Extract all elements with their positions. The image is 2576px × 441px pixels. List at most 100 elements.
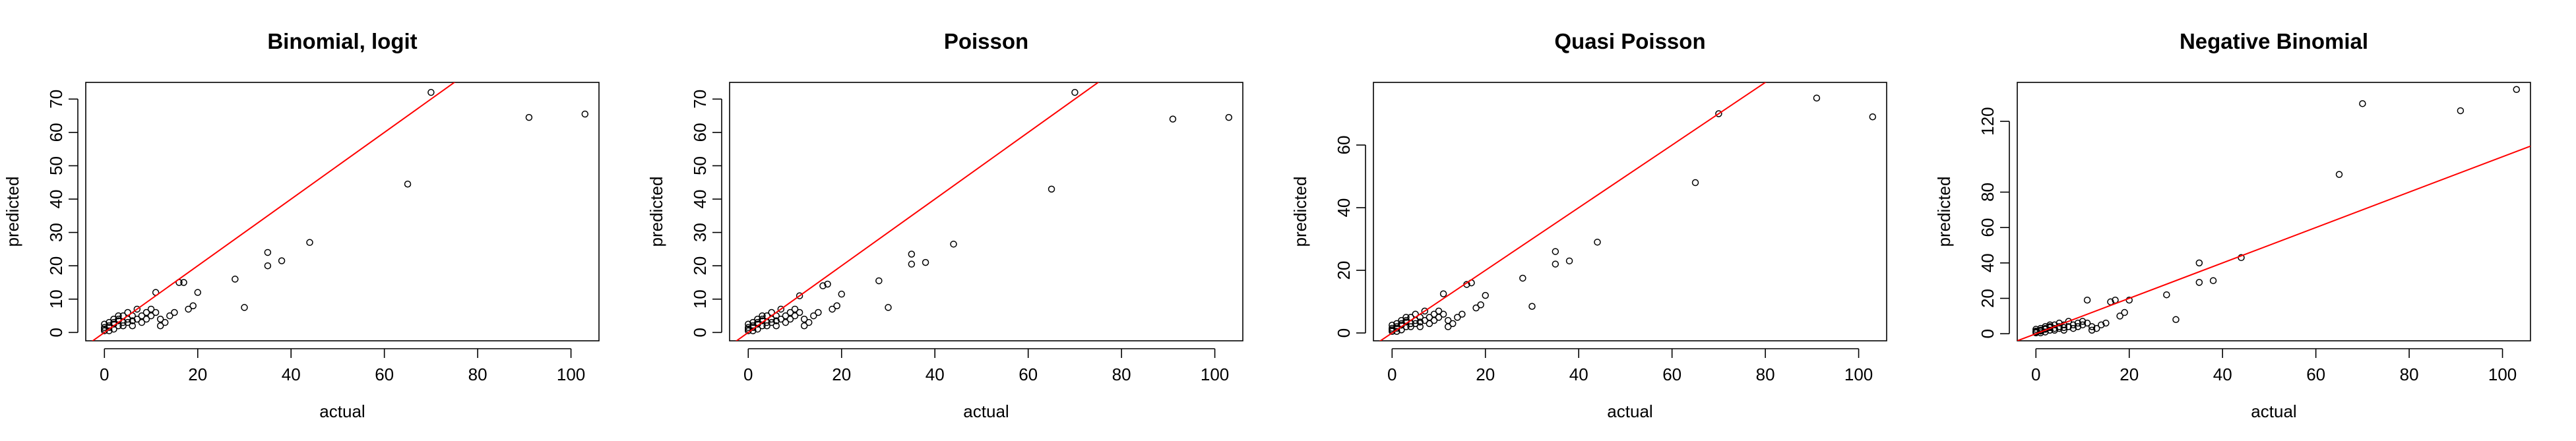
data-point (2083, 296, 2091, 304)
y-tick-label: 20 (46, 256, 66, 276)
chart-svg-poisson: Poisson 0 20 40 60 80 100 0 10 20 30 40 50 60 70 actual… (646, 29, 1243, 421)
data-point (2079, 321, 2087, 329)
plot-frame (2017, 82, 2531, 341)
data-point (129, 322, 136, 330)
data-point (800, 322, 808, 330)
y-tick-label: 10 (46, 289, 66, 309)
plot-area (735, 82, 1233, 341)
data-point (1398, 316, 1405, 324)
data-point (133, 315, 141, 323)
plot-area (91, 82, 589, 341)
data-point (1071, 88, 1079, 96)
chart-title: Negative Binomial (2180, 29, 2368, 53)
reference-line (91, 82, 456, 341)
data-point (1552, 260, 1559, 268)
x-tick-label: 60 (375, 365, 394, 384)
x-axis-title: actual (963, 401, 1009, 421)
y-tick-label: 40 (690, 190, 710, 209)
x-tick-label: 0 (100, 365, 109, 384)
chart-svg-binomial: Binomial, logit 0 20 40 60 80 100 0 10 20 30 40 50 60… (3, 29, 600, 421)
data-point (754, 315, 761, 323)
data-point (2121, 309, 2128, 316)
y-tick-label: 70 (46, 90, 66, 109)
data-point (1412, 320, 1419, 328)
data-point (768, 318, 775, 326)
data-point (805, 318, 813, 326)
data-point (142, 309, 150, 316)
data-point (138, 318, 146, 326)
data-point (2069, 321, 2077, 329)
data-point (581, 110, 589, 118)
y-tick-label: 120 (1978, 107, 1997, 135)
data-point (1435, 314, 1443, 321)
data-point (194, 289, 201, 296)
data-point (110, 315, 117, 323)
data-point (147, 305, 155, 313)
data-point (2069, 324, 2077, 332)
data-point (885, 304, 892, 311)
y-tick-label: 50 (690, 156, 710, 175)
x-tick-label: 20 (188, 365, 207, 384)
data-point (2335, 171, 2343, 178)
data-point (306, 239, 313, 247)
data-point (427, 88, 435, 96)
data-point (815, 309, 822, 316)
data-point (156, 315, 164, 323)
data-point (264, 262, 272, 270)
data-point (2163, 291, 2170, 299)
data-point (1430, 316, 1438, 324)
reference-line (2017, 145, 2530, 341)
x-tick-label: 0 (2031, 365, 2040, 384)
data-point (2083, 319, 2091, 327)
data-point (791, 312, 799, 320)
chart-title: Poisson (944, 29, 1028, 53)
y-tick-label: 0 (1334, 328, 1354, 338)
x-tick-label: 40 (1569, 365, 1588, 384)
data-point (1454, 314, 1461, 321)
data-point (1444, 316, 1452, 324)
data-point (1528, 303, 1536, 310)
reference-line (735, 82, 1100, 341)
y-axis-title: predicted (1934, 177, 1954, 247)
x-tick-label: 60 (2306, 365, 2325, 384)
x-tick-label: 20 (832, 365, 851, 384)
data-point (1402, 314, 1410, 321)
data-point (147, 312, 155, 320)
data-point (2079, 318, 2087, 325)
data-point (2088, 326, 2096, 334)
chart-panel-binomial: Binomial, logit 0 20 40 60 80 100 0 10 20 30 40 50 60… (0, 0, 644, 441)
data-point (833, 302, 840, 310)
y-tick-label: 50 (46, 156, 66, 175)
data-point (1393, 320, 1400, 328)
plot-frame (1373, 82, 1887, 341)
x-axis-title: actual (2251, 401, 2296, 421)
x-tick-label: 80 (468, 365, 487, 384)
data-point (800, 315, 808, 323)
data-point (2195, 259, 2203, 267)
data-point (786, 309, 794, 316)
data-point (2209, 277, 2217, 284)
data-point (772, 317, 780, 324)
data-point (786, 315, 794, 323)
y-tick-label: 60 (1334, 136, 1354, 155)
plot-frame (729, 82, 1243, 341)
y-tick-label: 20 (1978, 289, 1997, 308)
data-point (189, 302, 197, 310)
data-point (908, 260, 916, 268)
x-tick-label: 100 (1201, 365, 1229, 384)
data-point (1407, 323, 1414, 330)
data-point (782, 318, 790, 326)
x-tick-label: 80 (1112, 365, 1131, 384)
data-point (1439, 290, 1447, 297)
data-point (138, 312, 146, 320)
data-point (1421, 307, 1429, 315)
data-point (1472, 304, 1480, 312)
data-point (2074, 323, 2082, 330)
data-point (824, 280, 831, 288)
data-point (101, 320, 108, 328)
data-point (2359, 100, 2366, 107)
data-point (810, 312, 817, 320)
data-point (1715, 110, 1722, 117)
x-tick-label: 20 (2120, 365, 2139, 384)
data-point (772, 322, 780, 330)
